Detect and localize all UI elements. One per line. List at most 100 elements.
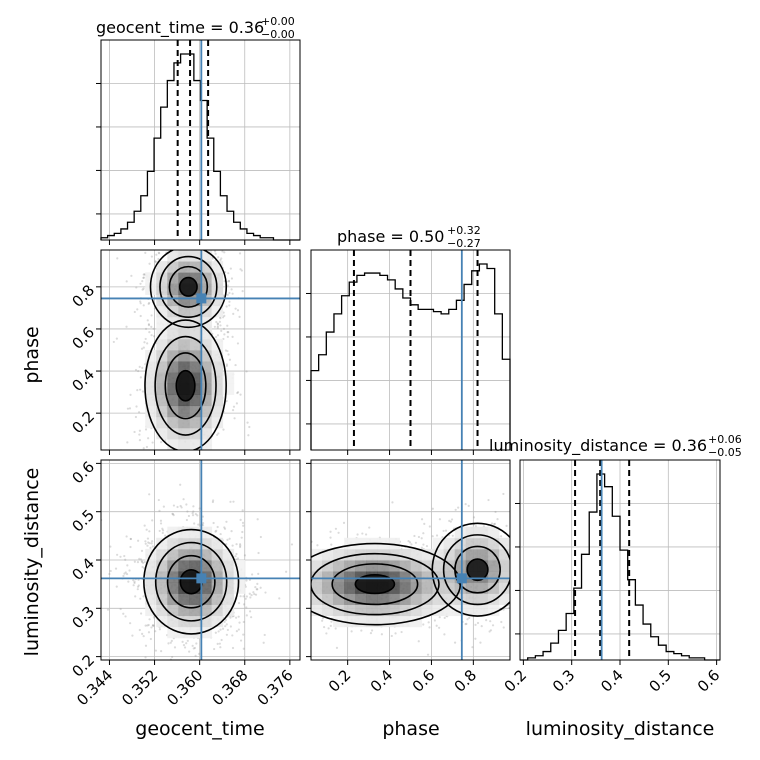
sample-point	[187, 514, 191, 518]
sample-point	[141, 561, 145, 564]
contour-line	[143, 528, 240, 635]
sample-point	[170, 246, 172, 248]
sample-point	[226, 628, 229, 632]
sample-point	[185, 503, 188, 506]
density-cell	[200, 283, 213, 295]
density-cell	[454, 526, 467, 539]
sample-point	[221, 250, 224, 253]
sample-point	[524, 561, 526, 563]
density-cell	[189, 548, 201, 561]
sample-point	[193, 457, 195, 459]
sample-point	[242, 620, 245, 624]
density-cell	[189, 372, 201, 384]
sample-point	[487, 498, 490, 502]
density-cell	[355, 593, 367, 605]
density-cell	[454, 537, 467, 550]
sample-point	[133, 560, 136, 563]
truth-marker	[196, 293, 207, 304]
sample-point	[413, 534, 416, 538]
sample-point	[172, 514, 175, 517]
sample-point	[171, 512, 175, 516]
sample-point	[301, 638, 303, 640]
sample-point	[161, 470, 163, 472]
sample-point	[212, 499, 215, 502]
sample-point	[152, 335, 156, 338]
density-cell	[167, 604, 179, 617]
sample-point	[150, 542, 153, 545]
sample-point	[435, 534, 439, 537]
sample-point	[428, 626, 431, 629]
sample-point	[517, 560, 519, 562]
sample-point	[192, 647, 195, 650]
sample-point	[286, 599, 288, 601]
contour-line	[354, 574, 396, 595]
density-cell	[167, 327, 179, 340]
density-cell	[498, 571, 510, 583]
axes-frame	[100, 459, 301, 661]
sample-point	[125, 572, 129, 576]
density-cell	[200, 261, 213, 273]
density-cell	[189, 526, 201, 539]
sample-point	[138, 365, 141, 368]
sample-point	[192, 246, 194, 248]
sample-point	[232, 312, 235, 315]
sample-point	[290, 587, 292, 589]
sample-point	[142, 273, 145, 276]
sample-point	[164, 534, 167, 537]
sample-point	[159, 460, 161, 462]
density-cell	[410, 548, 423, 561]
sample-point	[169, 641, 172, 644]
sample-point	[137, 584, 140, 587]
contour-line	[159, 255, 218, 318]
sample-point	[143, 341, 146, 344]
density-cell	[432, 604, 445, 617]
sample-point	[360, 629, 363, 632]
sample-point	[166, 524, 168, 526]
sample-point	[213, 325, 216, 328]
sample-point	[167, 453, 169, 455]
sample-point	[219, 628, 222, 631]
sample-point	[223, 314, 226, 317]
sample-point	[226, 349, 229, 353]
sample-point	[528, 576, 530, 578]
density-cell	[189, 427, 201, 440]
density-cell	[178, 338, 190, 351]
sample-point	[177, 247, 179, 249]
density-cell	[178, 405, 190, 418]
sample-point	[380, 633, 383, 636]
sample-point	[134, 368, 138, 372]
sample-point	[227, 272, 230, 275]
histogram-step	[100, 53, 300, 241]
density-cell	[167, 338, 179, 351]
sample-point	[223, 620, 226, 623]
sample-point	[329, 624, 332, 627]
sample-point	[227, 280, 231, 283]
sample-point	[500, 620, 503, 624]
contour-line	[144, 319, 227, 450]
sample-point	[140, 560, 143, 563]
sample-point	[179, 483, 182, 486]
density-cell	[322, 560, 334, 572]
density-cell	[178, 316, 190, 329]
sample-point	[217, 432, 220, 435]
sample-point	[194, 481, 196, 483]
sample-point	[151, 540, 154, 543]
density-cell	[366, 593, 378, 605]
panel-geocent_time-vs-luminosity_distance	[96, 459, 301, 665]
truth-marker	[456, 573, 467, 584]
density-cell	[355, 560, 367, 572]
density-cell	[476, 548, 489, 561]
sample-point	[303, 594, 305, 596]
sample-point	[144, 251, 147, 254]
sample-point	[521, 550, 523, 552]
sample-point	[261, 566, 263, 568]
density-cell	[156, 615, 168, 628]
density-cell	[200, 438, 213, 450]
y-tick-label: 0.6	[68, 323, 98, 353]
sample-point	[500, 535, 503, 538]
sample-point	[287, 584, 289, 586]
y-tick-labels-luminosity_distance: 0.20.30.40.50.6	[68, 458, 98, 681]
sample-point	[513, 542, 515, 544]
density-cell	[410, 571, 423, 583]
sample-point	[513, 537, 515, 539]
